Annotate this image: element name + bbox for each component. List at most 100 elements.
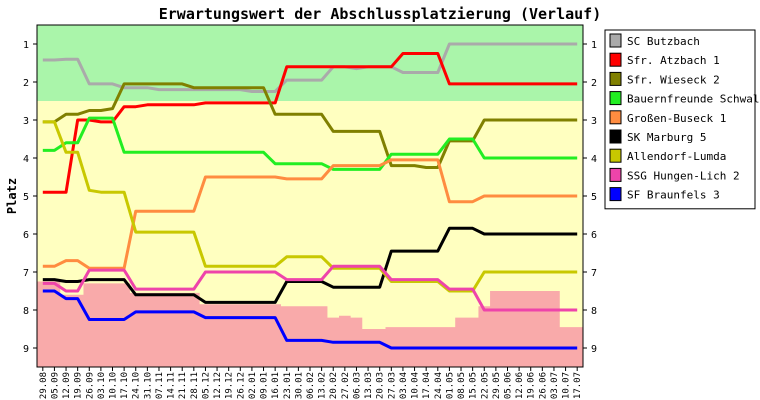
y-tick-label-right: 5: [591, 192, 597, 203]
legend-swatch-2: [609, 71, 622, 86]
legend-swatch-1: [609, 52, 622, 67]
series-line-2: [42, 82, 578, 169]
x-tick-label: 24.04: [434, 372, 444, 399]
x-tick-label: 17.07: [573, 372, 583, 399]
x-tick-label: 31.10: [143, 372, 153, 399]
chart-title: Erwartungswert der Abschlussplatzierung …: [159, 5, 602, 23]
series-line-5: [42, 226, 578, 304]
legend-label-6: Allendorf-Lumda: [627, 150, 726, 163]
x-tick-label: 06.03: [352, 372, 362, 399]
x-tick-label: 29.05: [492, 372, 502, 399]
x-tick-label: 15.05: [469, 372, 479, 399]
series-line-3: [42, 116, 578, 171]
x-tick-label: 08.05: [457, 372, 467, 399]
x-tick-label: 27.02: [341, 372, 351, 399]
x-tick-label: 20.02: [329, 372, 339, 399]
x-tick-label: 01.05: [445, 372, 455, 399]
x-tick-label: 02.01: [248, 372, 258, 399]
y-tick-label: 9: [23, 344, 29, 355]
legend-swatch-8: [609, 187, 622, 202]
y-axis-label: Platz: [5, 178, 19, 214]
legend-label-4: Großen-Buseck 1: [627, 112, 726, 125]
legend-label-5: SK Marburg 5: [627, 131, 706, 144]
y-tick-label: 7: [23, 268, 29, 279]
x-tick-label: 22.05: [480, 372, 490, 399]
y-tick-label: 2: [23, 78, 29, 89]
x-tick-label: 13.02: [318, 372, 328, 399]
legend-box: [604, 29, 756, 210]
x-tick-label: 06.02: [306, 372, 316, 399]
x-tick-label: 19.09: [74, 372, 84, 399]
x-tick-label: 30.01: [294, 372, 304, 399]
axis-ticks: 1 12 23 34 45 56 67 78 89 929.08 05.09 12.09 19.09 26…: [23, 40, 597, 399]
y-tick-label-right: 7: [591, 268, 597, 279]
x-tick-label: 05.06: [503, 372, 513, 399]
x-tick-label: 05.12: [201, 372, 211, 399]
x-tick-label: 28.11: [190, 372, 200, 399]
x-tick-label: 03.04: [399, 372, 409, 399]
x-tick-label: 12.06: [515, 372, 525, 399]
legend-label-3: Bauernfreunde Schwalm: [627, 93, 760, 106]
x-tick-label: 07.11: [155, 372, 165, 399]
legend-swatch-6: [609, 148, 622, 163]
x-tick-label: 26.09: [85, 372, 95, 399]
y-tick-label: 3: [23, 116, 29, 127]
y-tick-label-right: 4: [591, 154, 597, 165]
y-tick-label-right: 6: [591, 230, 597, 241]
x-tick-label: 13.03: [364, 372, 374, 399]
x-tick-label: 14.11: [167, 372, 177, 399]
x-tick-label: 12.09: [62, 372, 72, 399]
x-tick-label: 16.01: [271, 372, 281, 399]
x-tick-label: 03.07: [550, 372, 560, 399]
x-tick-label: 10.07: [562, 372, 572, 399]
relegation-zone-area: [37, 281, 583, 367]
series-line-1: [42, 52, 578, 194]
legend-label-8: SF Braunfels 3: [627, 189, 720, 202]
x-tick-label: 26.06: [538, 372, 548, 399]
y-tick-label-right: 9: [591, 344, 597, 355]
legend-label-0: SC Butzbach: [627, 35, 700, 48]
y-tick-label-right: 2: [591, 78, 597, 89]
legend-swatch-5: [609, 129, 622, 144]
legend-swatch-0: [609, 33, 622, 48]
legend-label-1: Sfr. Atzbach 1: [627, 54, 720, 67]
x-tick-label: 24.10: [132, 372, 142, 399]
series-line-0: [42, 42, 578, 93]
x-tick-label: 19.12: [225, 372, 235, 399]
x-tick-label: 20.03: [376, 372, 386, 399]
series-lines: [42, 42, 578, 350]
y-tick-label: 1: [23, 40, 29, 51]
series-line-4: [42, 158, 578, 270]
x-tick-label: 12.12: [213, 372, 223, 399]
legend-swatch-7: [609, 167, 622, 182]
x-tick-label: 27.03: [387, 372, 397, 399]
y-tick-label-right: 3: [591, 116, 597, 127]
relegation-zone: [37, 281, 583, 367]
y-tick-label-right: 1: [591, 40, 597, 51]
series-line-6: [42, 120, 578, 293]
legend-swatch-3: [609, 91, 622, 106]
legend: SC Butzbach Sfr. Atzbach 1 Sfr. Wieseck 2 B…: [604, 29, 760, 210]
y-tick-label: 6: [23, 230, 29, 241]
x-tick-label: 03.10: [97, 372, 107, 399]
x-tick-label: 10.04: [411, 372, 421, 399]
x-tick-label: 26.12: [236, 372, 246, 399]
x-tick-label: 05.09: [50, 372, 60, 399]
y-tick-label: 4: [23, 154, 29, 165]
series-line-7: [42, 264, 578, 312]
x-tick-label: 29.08: [39, 372, 49, 399]
band-aufstieg: [37, 25, 583, 101]
legend-label-7: SSG Hungen-Lich 2: [627, 169, 740, 182]
x-tick-label: 17.10: [120, 372, 130, 399]
x-tick-label: 17.04: [422, 372, 432, 399]
x-tick-label: 23.01: [283, 372, 293, 399]
y-tick-label-right: 8: [591, 306, 597, 317]
x-tick-label: 19.06: [527, 372, 537, 399]
series-line-8: [42, 289, 578, 350]
x-tick-label: 09.01: [260, 372, 270, 399]
x-tick-label: 10.10: [109, 372, 119, 399]
legend-swatch-4: [609, 110, 622, 125]
x-tick-label: 21.11: [178, 372, 188, 399]
